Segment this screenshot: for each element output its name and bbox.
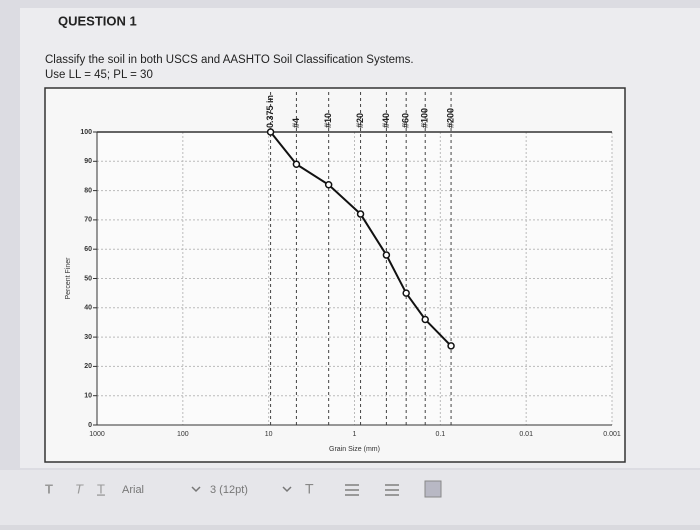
spellcheck-button[interactable]: [424, 480, 442, 498]
toolbar: [0, 470, 700, 525]
data-point: [356, 210, 365, 218]
dropdown-arrow[interactable]: [282, 486, 292, 493]
color-button[interactable]: T: [305, 481, 314, 497]
question-heading: QUESTION 1: [58, 13, 137, 28]
y-axis-label: Percent Finer: [65, 257, 72, 300]
size-select[interactable]: 3 (12pt): [210, 484, 248, 496]
sieve-label: #4: [291, 118, 301, 128]
data-point: [402, 289, 410, 297]
sieve-label: #100: [420, 108, 430, 128]
data-point: [266, 128, 275, 136]
sieve-label: #20: [355, 113, 365, 128]
question-given: Use LL = 45; PL = 30: [45, 69, 153, 81]
y-tick-label: 0: [88, 422, 92, 429]
y-tick-label: 50: [84, 275, 92, 282]
y-tick-label: 80: [84, 187, 92, 194]
font-select[interactable]: Arial: [122, 484, 144, 496]
data-point: [382, 251, 391, 259]
y-tick-label: 20: [84, 363, 92, 370]
y-tick-label: 40: [84, 305, 92, 312]
x-axis-label: Grain Size (mm): [329, 446, 380, 453]
x-tick-label: 10: [265, 431, 273, 438]
y-tick-label: 10: [84, 393, 92, 400]
plot: 0 10 20 30 40 50 60 70 80 90 100 1000 100 10 1 0.1 0.01 0…: [65, 92, 621, 453]
data-point: [324, 180, 333, 189]
underline-button[interactable]: T: [97, 481, 105, 496]
x-tick-label: 1000: [89, 431, 105, 438]
data-point: [421, 315, 429, 324]
x-tick-label: 0.01: [519, 431, 533, 438]
y-tick-label: 90: [84, 158, 92, 165]
question-text: Classify the soil in both USCS and AASHT…: [45, 54, 414, 66]
sieve-label: #200: [445, 108, 455, 128]
sieve-label: #60: [401, 113, 411, 128]
y-tick-label: 70: [84, 217, 92, 224]
dropdown-arrow[interactable]: [191, 486, 201, 493]
y-tick-label: 60: [84, 246, 92, 253]
bold-button[interactable]: T: [45, 481, 53, 496]
y-tick-label: 100: [80, 129, 92, 136]
italic-button[interactable]: T: [75, 481, 84, 496]
y-tick-label: 30: [84, 334, 92, 341]
sieve-label: #40: [381, 113, 391, 128]
sieve-label: 0.375 in: [265, 95, 275, 128]
x-tick-label: 0.001: [603, 431, 621, 438]
data-point: [292, 160, 301, 168]
x-tick-label: 100: [177, 431, 189, 438]
x-tick-label: 1: [353, 431, 357, 438]
list-buttons[interactable]: [345, 484, 399, 496]
x-tick-label: 0.1: [435, 431, 445, 438]
sieve-label: #10: [323, 113, 333, 128]
data-line: [269, 131, 452, 347]
data-point: [447, 342, 455, 350]
